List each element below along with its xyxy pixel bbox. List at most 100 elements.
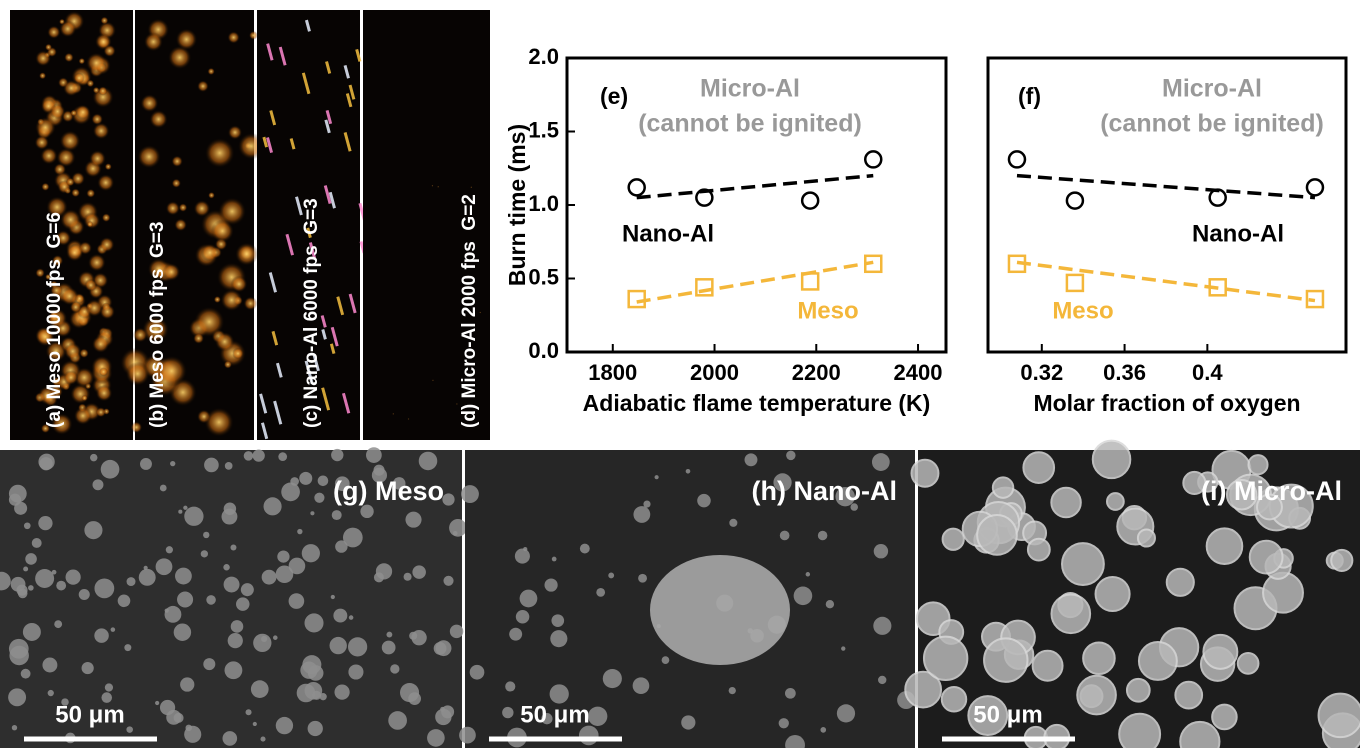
spark xyxy=(92,335,110,353)
particle xyxy=(54,620,62,628)
spark xyxy=(228,125,242,139)
particle xyxy=(174,624,191,641)
sem-label: (i) Micro-Al xyxy=(1201,476,1342,506)
particle xyxy=(184,507,203,526)
spark xyxy=(102,213,111,222)
spark xyxy=(93,122,110,139)
particle xyxy=(873,617,891,635)
particle xyxy=(419,452,438,471)
spark xyxy=(81,395,87,401)
spark xyxy=(193,333,204,344)
particle xyxy=(170,461,175,466)
particle xyxy=(273,635,278,640)
particle xyxy=(1093,441,1131,479)
particle xyxy=(412,565,426,579)
particle xyxy=(165,606,182,623)
particle xyxy=(204,458,219,473)
particle xyxy=(183,506,187,510)
particle xyxy=(155,701,159,705)
particle xyxy=(25,553,37,565)
spark xyxy=(99,367,108,376)
sem-label: (g) Meso xyxy=(333,476,444,506)
particle xyxy=(1119,714,1160,748)
y-tick-label: 0.0 xyxy=(528,338,559,363)
spark xyxy=(64,370,79,385)
particle xyxy=(1127,679,1150,702)
particle xyxy=(523,547,527,551)
particle xyxy=(139,569,156,586)
particle xyxy=(32,538,42,548)
particle xyxy=(520,590,538,608)
spark xyxy=(74,407,92,425)
spark xyxy=(96,407,106,417)
photo-panels: (a) Meso 10000 fps G=6(b) Meso 6000 fps … xyxy=(10,10,490,440)
particle xyxy=(516,610,530,624)
particle xyxy=(127,577,136,586)
spark xyxy=(96,385,113,402)
particle xyxy=(14,502,27,515)
particle xyxy=(289,558,306,575)
particle xyxy=(262,570,277,585)
photo-label: (b) Meso 6000 fps G=3 xyxy=(147,222,168,428)
annotation: Micro-Al xyxy=(1162,75,1262,103)
particle xyxy=(224,577,240,593)
particle xyxy=(35,569,54,588)
spark xyxy=(214,296,221,303)
particle xyxy=(39,457,52,470)
spark xyxy=(88,254,106,272)
particle xyxy=(404,573,412,581)
particle xyxy=(253,722,257,726)
particle xyxy=(166,710,181,725)
particle xyxy=(9,485,27,503)
annotation: Micro-Al xyxy=(700,75,800,103)
particle xyxy=(878,676,886,684)
spark xyxy=(172,178,182,188)
x-tick-label: 2000 xyxy=(690,360,739,385)
particle xyxy=(697,494,711,508)
particle xyxy=(1077,676,1116,715)
particle xyxy=(230,545,236,551)
particle xyxy=(1083,642,1115,674)
sem-panels: (g) Meso50 μm(h) Nano-Al50 μm(i) Micro-A… xyxy=(0,441,1360,748)
particle xyxy=(443,576,453,586)
particle xyxy=(299,472,312,485)
particle xyxy=(160,485,167,492)
figure: (a) Meso 10000 fps G=6(b) Meso 6000 fps … xyxy=(0,0,1360,748)
particle xyxy=(779,718,789,728)
particle xyxy=(461,485,479,503)
particle xyxy=(662,656,670,664)
spark xyxy=(166,201,180,215)
particle xyxy=(320,693,327,700)
particle xyxy=(841,646,845,650)
particle xyxy=(785,688,796,699)
spark xyxy=(105,163,112,170)
spark xyxy=(74,72,85,83)
particle xyxy=(1062,543,1104,585)
particle xyxy=(349,615,354,620)
particle xyxy=(1138,529,1155,546)
particle xyxy=(228,633,243,648)
x-axis-title: Molar fraction of oxygen xyxy=(1033,390,1300,416)
spark xyxy=(197,80,209,92)
particle xyxy=(16,585,27,596)
spark xyxy=(39,72,46,79)
spark xyxy=(408,418,410,420)
photo-label: (c) Nano-Al 6000 fps G=3 xyxy=(301,198,322,428)
particle xyxy=(411,630,426,645)
particle xyxy=(442,493,454,505)
particle xyxy=(166,546,173,553)
series-label: Nano-Al xyxy=(622,220,714,247)
series-label: Meso xyxy=(797,297,858,324)
spark xyxy=(50,103,66,119)
annotation: (cannot be ignited) xyxy=(1100,110,1324,138)
spark xyxy=(100,304,116,320)
spark xyxy=(432,379,434,381)
x-axis-title: Adiabatic flame temperature (K) xyxy=(583,390,931,416)
particle xyxy=(92,479,103,490)
spark xyxy=(95,33,112,50)
spark xyxy=(227,31,239,43)
particle xyxy=(203,658,215,670)
spark xyxy=(456,403,458,405)
spark xyxy=(205,138,235,168)
